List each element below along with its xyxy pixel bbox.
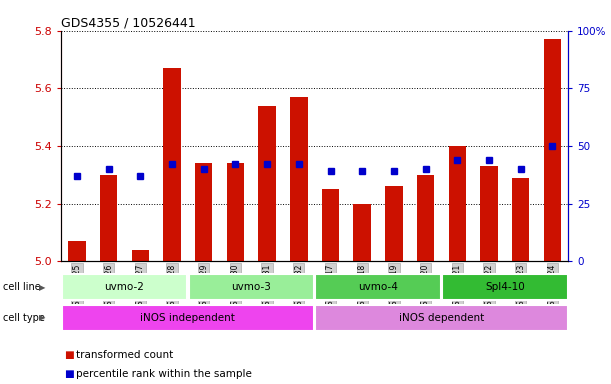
Text: cell line: cell line: [3, 282, 41, 292]
Text: GDS4355 / 10526441: GDS4355 / 10526441: [61, 17, 196, 30]
Bar: [195, 163, 213, 261]
Text: iNOS independent: iNOS independent: [141, 313, 235, 323]
Bar: [512, 178, 529, 261]
Bar: [131, 250, 149, 261]
Text: ▶: ▶: [38, 313, 45, 322]
Bar: [62, 274, 187, 300]
Bar: [258, 106, 276, 261]
Bar: [163, 68, 181, 261]
Text: Spl4-10: Spl4-10: [485, 282, 525, 292]
Text: ■: ■: [64, 350, 74, 360]
Text: transformed count: transformed count: [76, 350, 174, 360]
Bar: [322, 189, 339, 261]
Bar: [68, 241, 86, 261]
Text: iNOS dependent: iNOS dependent: [399, 313, 484, 323]
Bar: [385, 186, 403, 261]
Bar: [315, 305, 568, 331]
Text: ■: ■: [64, 369, 74, 379]
Bar: [442, 274, 568, 300]
Bar: [448, 146, 466, 261]
Bar: [227, 163, 244, 261]
Text: ▶: ▶: [38, 283, 45, 291]
Text: percentile rank within the sample: percentile rank within the sample: [76, 369, 252, 379]
Bar: [417, 175, 434, 261]
Text: uvmo-2: uvmo-2: [104, 282, 144, 292]
Bar: [290, 97, 307, 261]
Bar: [354, 204, 371, 261]
Bar: [544, 40, 561, 261]
Bar: [100, 175, 117, 261]
Text: uvmo-4: uvmo-4: [358, 282, 398, 292]
Bar: [62, 305, 314, 331]
Text: cell type: cell type: [3, 313, 45, 323]
Text: uvmo-3: uvmo-3: [232, 282, 271, 292]
Bar: [189, 274, 314, 300]
Bar: [480, 166, 498, 261]
Bar: [315, 274, 441, 300]
